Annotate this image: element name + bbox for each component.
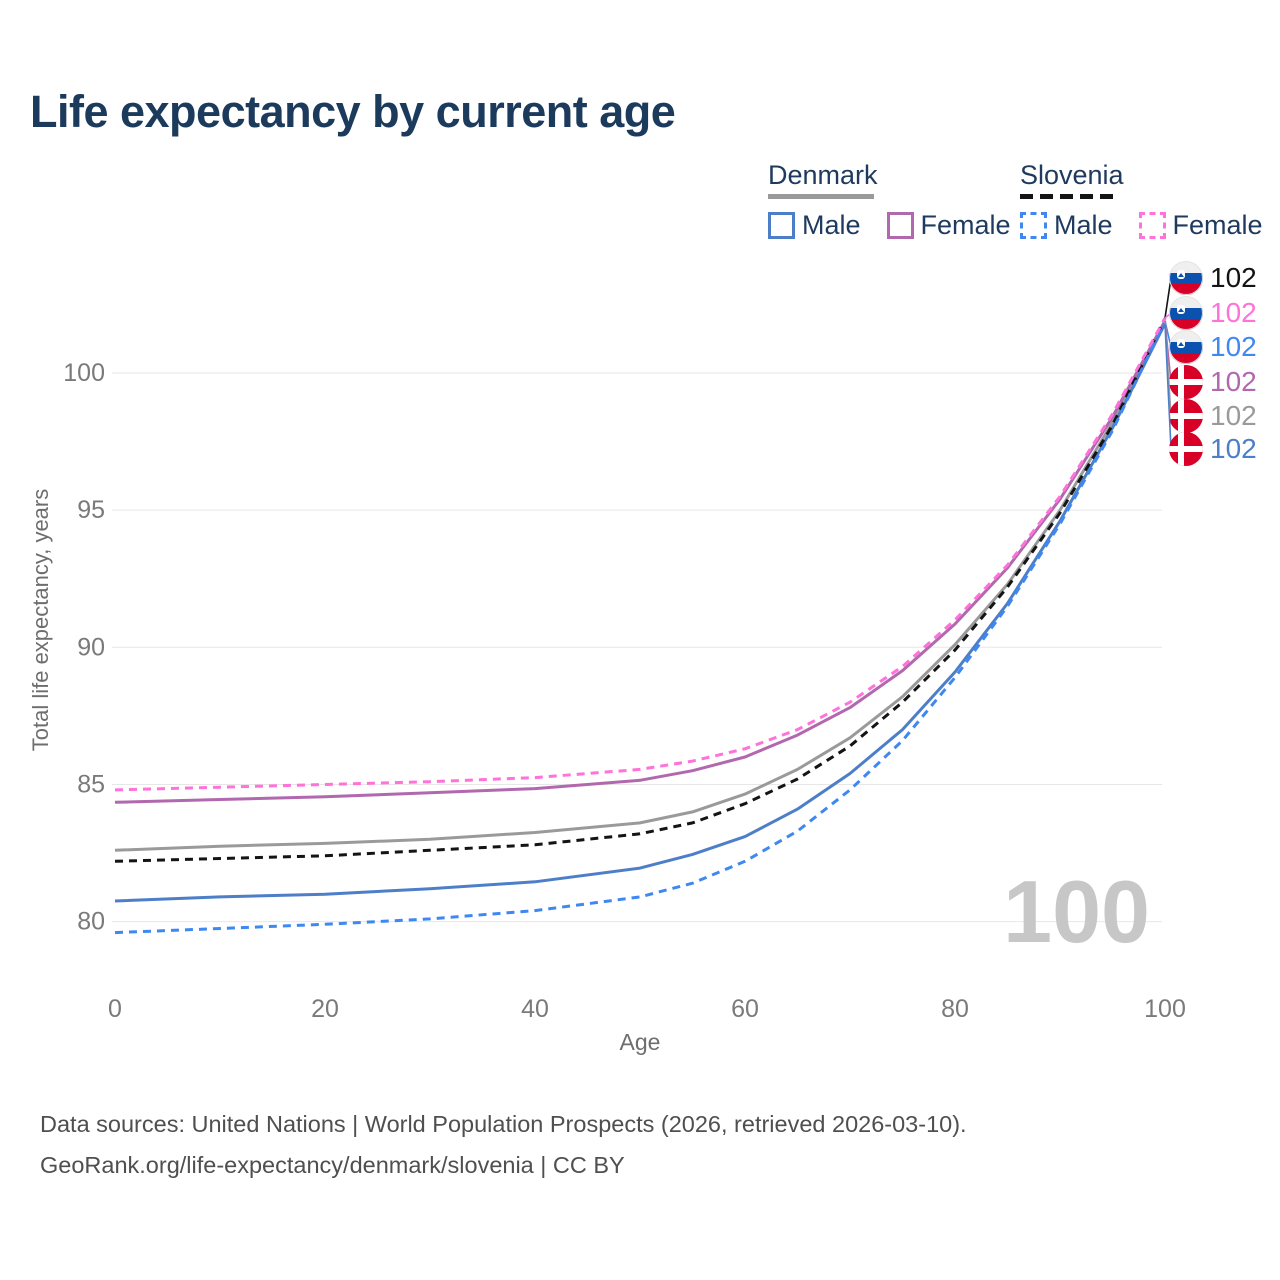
x-tick-label: 80 (941, 995, 969, 1023)
x-tick-label: 0 (108, 995, 122, 1023)
slovenia-flag-icon (1169, 296, 1203, 330)
series-line-si-male (114, 320, 1167, 935)
legend-denmark-label: Denmark (768, 160, 878, 190)
slovenia-dashed-line-sample (1020, 194, 1120, 199)
legend-denmark-male[interactable]: Male (802, 210, 861, 240)
x-axis-label: Age (620, 1029, 661, 1055)
series-line-si-female (114, 317, 1167, 792)
series-line-dk-female (114, 320, 1167, 804)
x-tick-label: 20 (311, 995, 339, 1023)
denmark-solid-line-sample (768, 194, 874, 199)
legend-slovenia-label: Slovenia (1020, 160, 1124, 190)
slovenia-flag-icon (1169, 261, 1203, 295)
denmark-flag-icon (1169, 432, 1203, 466)
legend-denmark-female[interactable]: Female (920, 210, 1011, 240)
y-tick-label: 90 (77, 633, 105, 661)
legend-slovenia-male[interactable]: Male (1054, 210, 1113, 240)
end-value-label-dk-male: 102 (1210, 433, 1257, 464)
y-axis-label: Total life expectancy, years (28, 489, 53, 752)
slovenia-female-swatch-icon[interactable] (1138, 212, 1166, 239)
series-line-dk-overall (114, 321, 1167, 852)
legend-group-slovenia: Slovenia Male Female (1020, 160, 1263, 241)
denmark-flag-icon (1169, 399, 1203, 433)
x-tick-label: 40 (521, 995, 549, 1023)
x-tick-label: 100 (1144, 995, 1186, 1023)
legend-group-denmark: Denmark Male Female (768, 160, 1011, 241)
slovenia-male-swatch-icon[interactable] (1020, 212, 1047, 239)
legend-slovenia-female[interactable]: Female (1172, 210, 1263, 240)
end-value-label-si-male: 102 (1210, 331, 1257, 362)
end-value-label-dk-female: 102 (1210, 366, 1257, 397)
y-tick-label: 85 (77, 770, 105, 798)
data-sources-line: Data sources: United Nations | World Pop… (40, 1111, 967, 1137)
data-source-attribution: Data sources: United Nations | World Pop… (40, 1104, 967, 1186)
life-expectancy-chart: 80 85 90 95 100 0 20 40 60 80 100 Age Total life exp… (28, 261, 1257, 1055)
slovenia-flag-icon (1169, 330, 1203, 364)
page-title: Life expectancy by current age (30, 86, 676, 137)
end-value-label-dk-overall: 102 (1210, 400, 1257, 431)
end-value-label-si-female: 102 (1210, 297, 1257, 328)
y-tick-label: 100 (63, 359, 105, 387)
y-tick-label: 95 (77, 496, 105, 524)
year-watermark: 100 (1003, 862, 1150, 961)
x-tick-label: 60 (731, 995, 759, 1023)
series-line-si-overall (114, 317, 1167, 863)
y-tick-label: 80 (77, 908, 105, 936)
denmark-flag-icon (1169, 365, 1203, 399)
denmark-female-swatch-icon[interactable] (886, 212, 914, 239)
series-line-dk-male (114, 322, 1167, 903)
georank-url-line: GeoRank.org/life-expectancy/denmark/slov… (40, 1152, 625, 1178)
denmark-male-swatch-icon[interactable] (768, 212, 795, 239)
end-value-label-si-overall: 102 (1210, 262, 1257, 293)
